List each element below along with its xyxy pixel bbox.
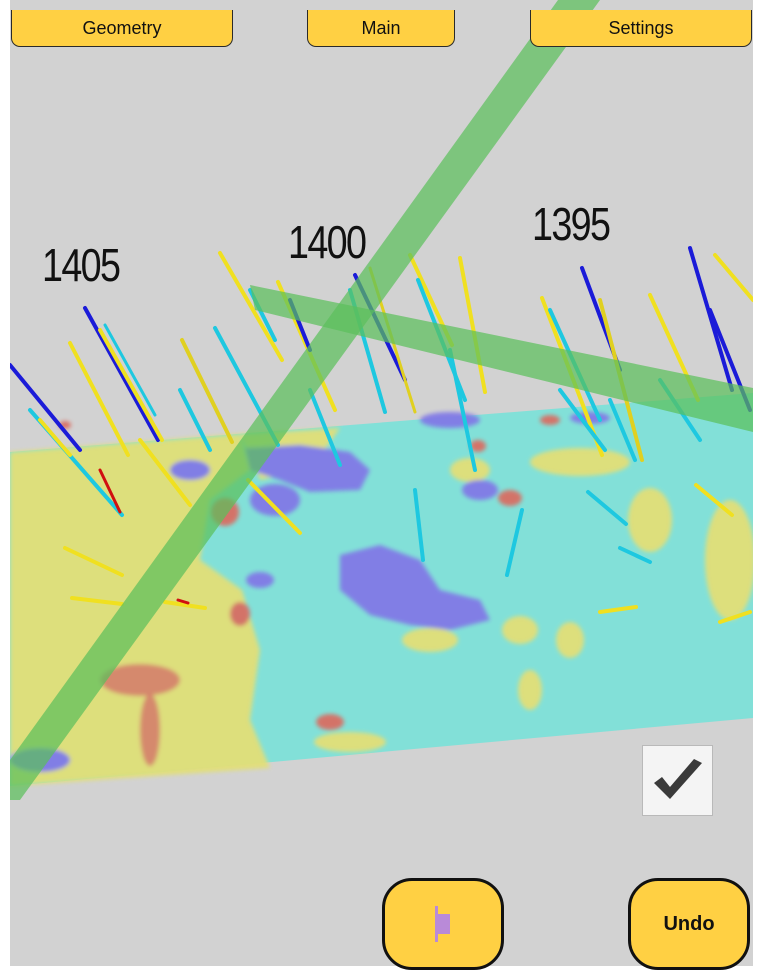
split-tool-button[interactable] bbox=[382, 878, 504, 970]
3d-viewport[interactable]: 1405 1400 1395 bbox=[10, 0, 753, 966]
geological-section-scene[interactable] bbox=[10, 0, 753, 966]
tab-main[interactable]: Main bbox=[307, 10, 455, 47]
tab-geometry[interactable]: Geometry bbox=[11, 10, 233, 47]
undo-button[interactable]: Undo bbox=[628, 878, 750, 970]
fault-planes bbox=[10, 0, 753, 800]
split-marker-icon bbox=[435, 906, 450, 942]
section-label-1400: 1400 bbox=[288, 216, 367, 268]
tab-settings[interactable]: Settings bbox=[530, 10, 752, 47]
confirm-checkbox[interactable] bbox=[642, 745, 713, 816]
section-label-1395: 1395 bbox=[532, 198, 611, 250]
checkmark-icon bbox=[653, 758, 702, 799]
section-label-1405: 1405 bbox=[42, 239, 121, 291]
